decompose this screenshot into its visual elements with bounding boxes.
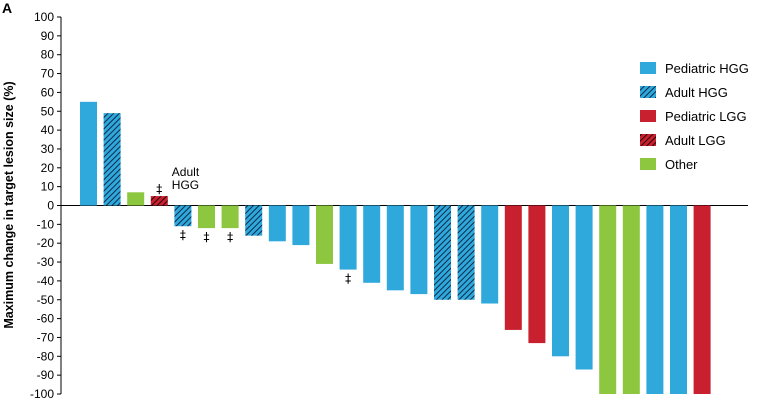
bar — [575, 205, 593, 370]
y-tick-label: -30 — [37, 255, 55, 269]
bar — [198, 205, 215, 229]
bar — [316, 205, 333, 264]
bar — [268, 205, 286, 242]
bar — [221, 205, 239, 229]
y-tick-label: 10 — [41, 180, 55, 194]
bar — [410, 205, 428, 295]
bar — [174, 205, 192, 227]
bar — [670, 205, 687, 394]
legend-label: Adult HGG — [665, 85, 728, 100]
bar — [434, 205, 451, 300]
legend-label: Adult LGG — [665, 133, 726, 148]
y-tick-label: -80 — [37, 349, 55, 363]
bar — [150, 196, 168, 206]
y-axis-label: Maximum change in target lesion size (%) — [2, 81, 16, 328]
bar — [457, 205, 475, 300]
y-tick-label: -70 — [37, 330, 55, 344]
bars — [80, 101, 711, 394]
bar — [127, 192, 145, 206]
panel-label: A — [2, 0, 12, 16]
y-tick-label: 20 — [41, 161, 55, 175]
bar-marker: ‡ — [227, 230, 233, 244]
y-tick-label: -40 — [37, 274, 55, 288]
y-tick-label: 70 — [41, 67, 55, 81]
y-tick-label: -100 — [30, 387, 54, 401]
bar — [363, 205, 381, 283]
bar — [646, 205, 664, 394]
y-tick-label: 50 — [41, 104, 55, 118]
bar — [552, 205, 569, 357]
bar — [339, 205, 357, 270]
bar — [528, 205, 546, 344]
y-tick-label: -10 — [37, 217, 55, 231]
y-tick-label: 80 — [41, 48, 55, 62]
bar — [103, 113, 121, 206]
legend-label: Pediatric HGG — [665, 61, 749, 76]
legend-swatch — [640, 158, 656, 170]
y-tick-label: 100 — [34, 10, 54, 24]
bar — [693, 205, 711, 394]
bar — [481, 205, 499, 304]
bar — [80, 101, 97, 206]
bar — [622, 205, 640, 394]
y-tick-label: -60 — [37, 312, 55, 326]
bar — [245, 205, 263, 236]
bar — [386, 205, 404, 291]
legend-label: Pediatric LGG — [665, 109, 747, 124]
bar — [504, 205, 522, 330]
bar — [292, 205, 310, 246]
bar-marker: ‡ — [204, 230, 210, 244]
bar-marker: ‡ — [180, 228, 186, 242]
y-ticks: 1009080706050403020100-10-20-30-40-50-60… — [30, 10, 61, 401]
annotation-text: Adult — [172, 165, 200, 179]
markers: ‡ ‡ ‡ ‡ ‡ — [156, 182, 351, 286]
legend-label: Other — [665, 157, 698, 172]
y-tick-label: 90 — [41, 29, 55, 43]
bar-marker: ‡ — [345, 272, 351, 286]
legend-swatch — [640, 86, 656, 98]
y-tick-label: -20 — [37, 236, 55, 250]
legend-swatch — [640, 62, 656, 74]
y-tick-label: 0 — [47, 199, 54, 213]
legend-swatch — [640, 134, 656, 146]
y-tick-label: -90 — [37, 368, 55, 382]
y-tick-label: -50 — [37, 293, 55, 307]
y-tick-label: 40 — [41, 123, 55, 137]
bar — [599, 205, 617, 394]
annotation-text: HGG — [172, 178, 199, 192]
bar-marker: ‡ — [156, 182, 162, 196]
y-tick-label: 60 — [41, 85, 55, 99]
legend-swatch — [640, 110, 656, 122]
y-tick-label: 30 — [41, 142, 55, 156]
legend: Pediatric HGG Adult HGG Pediatric LGG Adult… — [640, 61, 749, 172]
